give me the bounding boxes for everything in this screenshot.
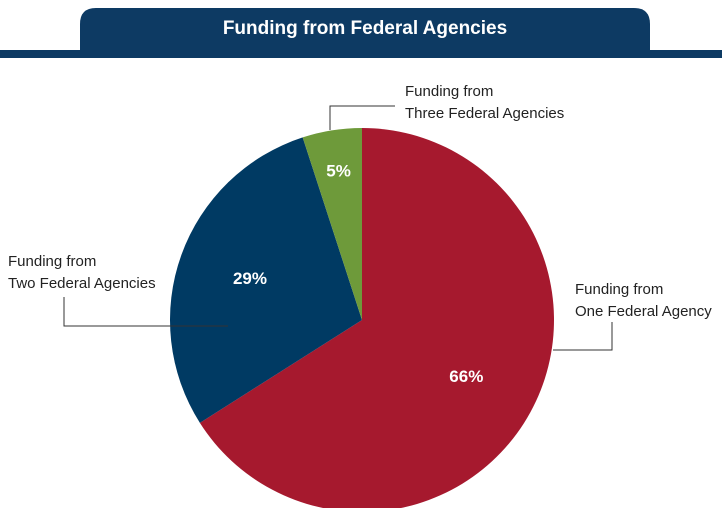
pie bbox=[169, 128, 554, 508]
pie-slice bbox=[199, 128, 554, 508]
pie-slice bbox=[169, 137, 362, 423]
category-label: Funding from bbox=[405, 83, 493, 100]
category-label: One Federal Agency bbox=[575, 303, 712, 320]
leader-line bbox=[329, 105, 395, 130]
category-label: Three Federal Agencies bbox=[405, 105, 564, 122]
header-band bbox=[0, 50, 722, 58]
header-tab bbox=[80, 8, 650, 52]
leader-line bbox=[553, 322, 613, 351]
leader-line bbox=[63, 297, 228, 327]
value-label: 66% bbox=[449, 367, 483, 386]
pie-slice bbox=[302, 128, 362, 320]
chart-title: Funding from Federal Agencies bbox=[223, 18, 507, 39]
category-label: Two Federal Agencies bbox=[8, 275, 156, 292]
category-label: Funding from bbox=[575, 281, 663, 298]
category-label: Funding from bbox=[8, 253, 96, 270]
value-label: 5% bbox=[326, 162, 351, 181]
value-label: 29% bbox=[233, 269, 267, 288]
